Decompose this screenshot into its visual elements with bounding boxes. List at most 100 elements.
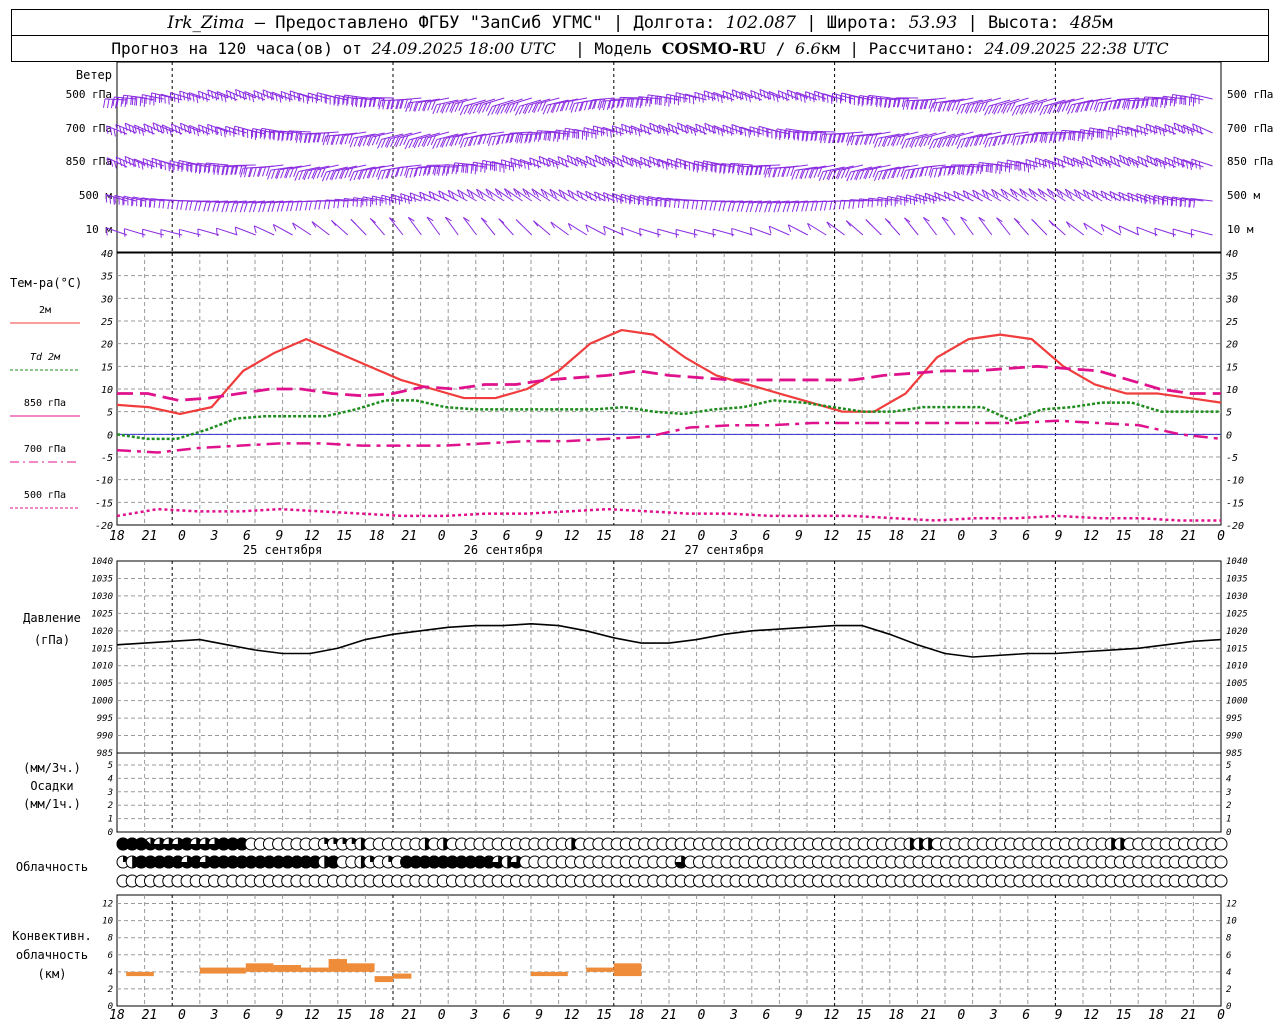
wind-barb-feather: [647, 160, 651, 168]
wind-barb-feather: [105, 194, 108, 203]
wind-barb-feather: [412, 137, 418, 148]
wind-barb-feather: [394, 195, 397, 204]
wind-barb-feather: [437, 166, 441, 176]
wind-barb-feather: [629, 158, 633, 167]
time-day-label: 25 сентября: [243, 543, 322, 557]
wind-barb-feather: [137, 160, 140, 169]
wind-barb-feather: [791, 170, 796, 180]
cloud-symbol-fill: [190, 838, 203, 850]
precip-ytick-right: 1: [1226, 815, 1231, 825]
wind-barb-feather: [321, 132, 326, 143]
wind-barb-feather: [1044, 133, 1048, 144]
wind-barb-feather: [686, 124, 689, 133]
wind-barb-feather: [867, 198, 870, 207]
wind-barb-feather: [969, 136, 975, 147]
wind-barb-feather: [826, 221, 832, 229]
wind-barb-feather: [403, 135, 409, 146]
wind-barb-feather: [1164, 124, 1168, 132]
wind-barb-feather: [740, 91, 744, 100]
wind-barb-feather: [909, 195, 912, 205]
wind-barb-feather: [637, 197, 640, 206]
wind-barb-feather: [407, 196, 410, 205]
wind-barb-feather: [667, 123, 671, 132]
wind-barb-feather: [580, 101, 585, 111]
wind-barb-feather: [386, 138, 392, 149]
wind-barb-feather: [463, 216, 470, 222]
wind-barb-feather: [991, 103, 998, 114]
wind-barb-feather: [915, 168, 920, 178]
conv-ytick-right: 0: [1226, 1002, 1231, 1012]
wind-barb-feather: [353, 170, 359, 181]
wind-barb-feather: [643, 125, 647, 134]
wind-barb-feather: [241, 128, 244, 137]
wind-barb-feather: [592, 159, 596, 167]
wind-barb-feather: [819, 131, 822, 141]
wind-barb-feather: [520, 134, 524, 144]
wind-barb-feather: [294, 171, 300, 181]
wind-barb-feather: [1013, 190, 1018, 198]
wind-barb-feather: [443, 164, 446, 174]
wind-barb-feather: [745, 166, 749, 176]
wind-barb-feather: [728, 164, 730, 174]
wind-barb-feather: [607, 158, 611, 167]
wind-barb-feather: [677, 199, 680, 209]
wind-barb-feather: [338, 168, 344, 179]
wind-barb-feather: [158, 199, 161, 209]
wind-barb-feather: [654, 95, 657, 105]
wind-barb-feather: [1055, 188, 1060, 196]
wind-barb-feather: [385, 169, 390, 179]
conv-ytick-right: 10: [1226, 917, 1237, 927]
wind-barb-feather: [348, 134, 353, 144]
wind-barb-feather: [234, 126, 236, 135]
wind-barb-feather: [684, 93, 687, 103]
wind-barb-feather: [1081, 156, 1085, 164]
wind-barb-feather: [731, 202, 736, 212]
wind-barb-feather: [220, 93, 223, 101]
wind-barb: [896, 164, 919, 170]
alt-unit: м: [1102, 12, 1113, 33]
wind-barb-feather: [173, 93, 176, 102]
wind-barb: [1101, 224, 1121, 236]
wind-barb-feather: [1029, 133, 1034, 144]
wind-barb-feather: [491, 136, 497, 146]
wind-barb-feather: [928, 99, 933, 109]
temp-ytick-left: 25: [101, 317, 113, 328]
wind-barb-feather: [1161, 96, 1164, 106]
wind-barb-feather: [291, 130, 294, 141]
wind-barb-feather: [210, 125, 214, 134]
wind-barb: [1037, 188, 1057, 202]
wind-barb: [1137, 155, 1158, 167]
pressure-ytick-left: 1035: [91, 574, 113, 584]
wind-barb: [972, 189, 993, 202]
wind-barb-feather: [160, 160, 163, 170]
wind-barb-feather: [943, 166, 947, 176]
wind-barb-feather: [576, 190, 580, 198]
wind-barb-feather: [281, 132, 284, 142]
wind-barb-feather: [630, 157, 634, 166]
wind-barb: [1164, 123, 1186, 134]
wind-barb-feather: [854, 169, 860, 180]
wind-barb-feather: [682, 199, 686, 209]
wind-barb-feather: [941, 216, 949, 222]
wind-barb-feather: [1194, 160, 1197, 169]
wind-barb: [316, 131, 339, 134]
wind-barb-feather: [988, 104, 994, 115]
wind-barb-feather: [1084, 101, 1089, 112]
wind-barb-feather: [799, 169, 804, 179]
wind-barb-feather: [754, 203, 759, 213]
model-label: Модель: [594, 39, 653, 58]
wind-barb-feather: [307, 169, 313, 180]
wind-barb-feather: [1034, 102, 1040, 113]
wind-barb-feather: [790, 166, 795, 177]
wind-barb: [134, 124, 155, 135]
wind-barb-feather: [896, 98, 900, 108]
wind-barb-feather: [451, 165, 454, 175]
wind-barb-feather: [525, 132, 529, 142]
wind-barb-feather: [868, 134, 874, 145]
wind-barb-feather: [1189, 162, 1192, 171]
conv-bar: [374, 976, 393, 983]
pressure-ytick-left: 1015: [91, 644, 113, 654]
pressure-ytick-left: 985: [97, 749, 113, 759]
wind-barb: [601, 99, 624, 102]
wind-barb-feather: [937, 193, 941, 202]
